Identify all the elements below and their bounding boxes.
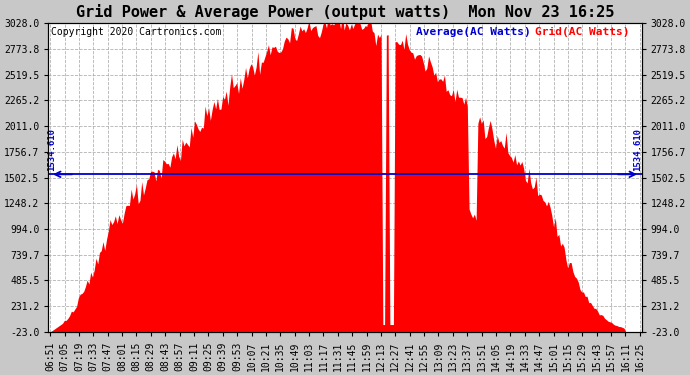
Text: 1534.610: 1534.610 (633, 128, 642, 171)
Text: 1534.610: 1534.610 (48, 128, 57, 171)
Text: Average(AC Watts): Average(AC Watts) (416, 27, 531, 38)
Title: Grid Power & Average Power (output watts)  Mon Nov 23 16:25: Grid Power & Average Power (output watts… (76, 4, 614, 20)
Text: Copyright 2020 Cartronics.com: Copyright 2020 Cartronics.com (52, 27, 221, 38)
Text: Grid(AC Watts): Grid(AC Watts) (535, 27, 629, 38)
